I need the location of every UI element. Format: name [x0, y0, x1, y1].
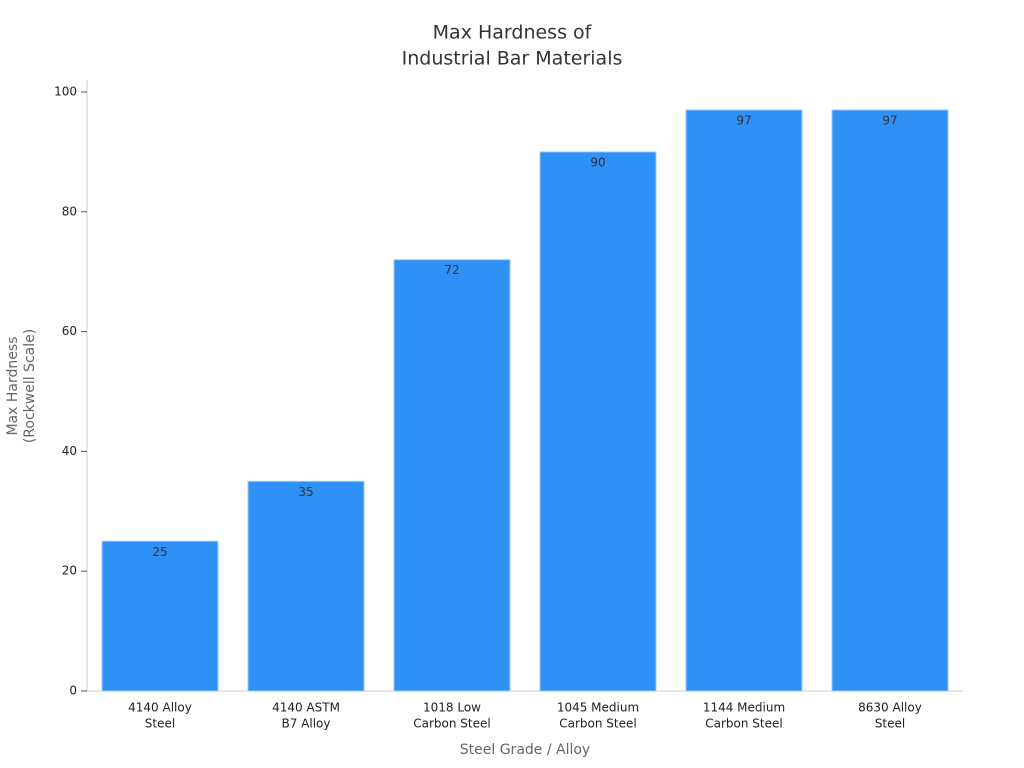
y-tick-label: 60 — [62, 324, 77, 338]
x-axis-title: Steel Grade / Alloy — [460, 742, 590, 758]
y-tick-label: 100 — [54, 85, 77, 99]
x-tick-label: Carbon Steel — [559, 717, 636, 731]
x-tick-label: 8630 Alloy — [858, 701, 922, 715]
x-tick-label: 1018 Low — [423, 701, 481, 715]
x-tick-label: Steel — [145, 717, 175, 731]
y-axis-title-line: Max Hardness — [5, 337, 21, 436]
x-tick-label: Steel — [875, 717, 905, 731]
x-tick-label: Carbon Steel — [413, 717, 490, 731]
bar — [101, 540, 219, 692]
y-axis-title: Max Hardness (Rockwell Scale) — [5, 329, 38, 443]
value-label: 90 — [590, 155, 605, 169]
y-tick-label: 20 — [62, 564, 77, 578]
x-tick-label: 1144 Medium — [703, 701, 785, 715]
y-tick-label: 0 — [69, 684, 77, 698]
x-tick-label: 4140 Alloy — [128, 701, 192, 715]
x-tick-label: 1045 Medium — [557, 701, 639, 715]
value-label: 25 — [152, 545, 167, 559]
value-label: 97 — [882, 113, 897, 127]
bar — [539, 151, 657, 692]
y-tick-label: 80 — [62, 204, 77, 218]
x-tick-label: B7 Alloy — [281, 717, 330, 731]
y-axis-title-line: (Rockwell Scale) — [22, 329, 38, 443]
chart-title: Industrial Bar Materials — [402, 48, 623, 70]
bar — [685, 109, 803, 692]
chart-title: Max Hardness of — [433, 22, 593, 44]
y-tick-label: 40 — [62, 444, 77, 458]
value-label: 35 — [298, 485, 313, 499]
value-label: 97 — [736, 113, 751, 127]
bar — [831, 109, 949, 692]
x-tick-label: 4140 ASTM — [272, 701, 340, 715]
bar — [247, 480, 365, 692]
value-label: 72 — [444, 263, 459, 277]
bar — [393, 259, 511, 692]
x-tick-label: Carbon Steel — [705, 717, 782, 731]
